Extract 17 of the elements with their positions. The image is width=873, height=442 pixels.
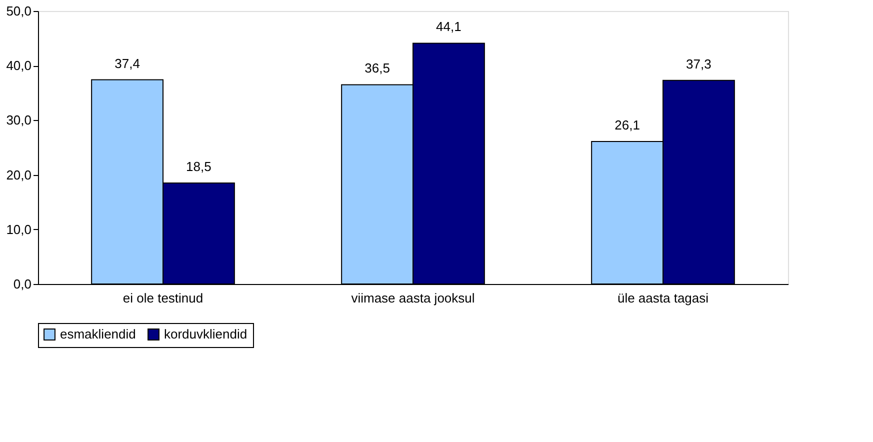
x-tick-label: viimase aasta jooksul <box>351 290 475 306</box>
y-tick-label: 30,0 <box>6 112 32 128</box>
y-tick-label: 20,0 <box>6 167 32 182</box>
legend-label: korduvkliendid <box>164 326 248 342</box>
data-label: 36,5 <box>364 60 390 76</box>
y-tick-label: 50,0 <box>6 4 32 18</box>
y-tick-label: 0,0 <box>13 276 32 292</box>
data-label: 18,5 <box>186 158 212 174</box>
x-tick-label: üle aasta tagasi <box>617 290 709 306</box>
y-tick-label: 40,0 <box>6 58 32 74</box>
data-label: 37,3 <box>686 56 712 72</box>
data-label: 44,1 <box>436 19 462 34</box>
x-tick-label: ei ole testinud <box>122 290 204 306</box>
data-label: 37,4 <box>114 56 140 71</box>
legend-label: esmakliendid <box>60 326 136 342</box>
data-label: 26,1 <box>614 117 640 132</box>
y-tick-label: 10,0 <box>6 222 32 237</box>
